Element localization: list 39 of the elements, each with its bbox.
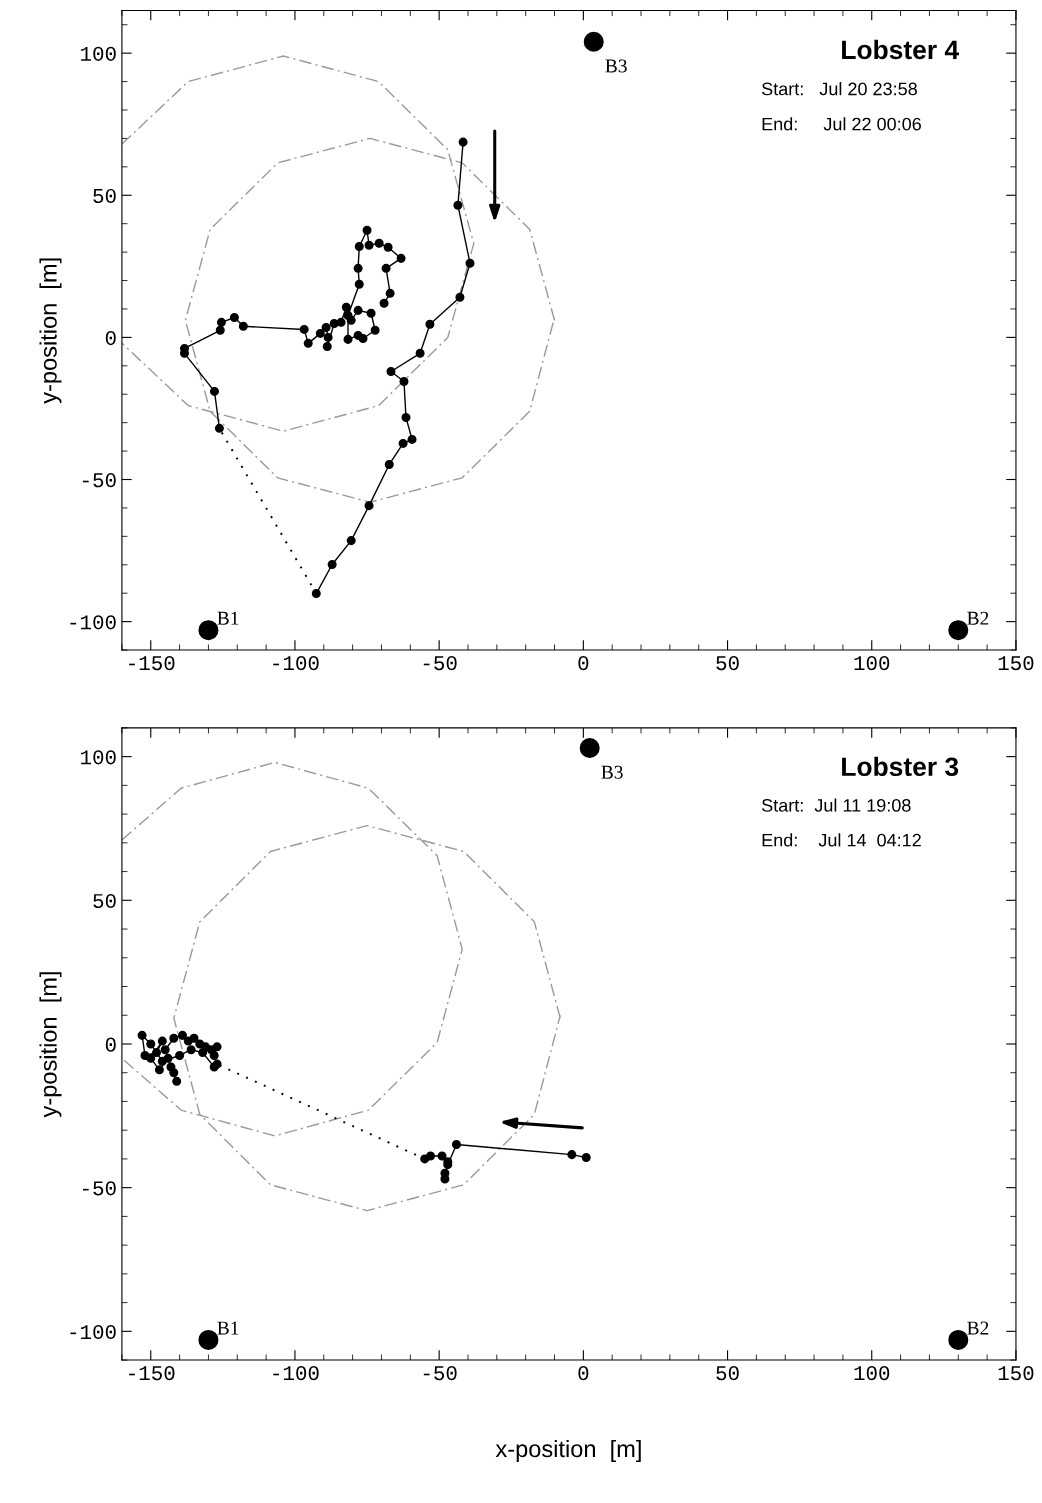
annotation: Start: Jul 11 19:08 (761, 798, 911, 812)
annotation: B1 (217, 1321, 239, 1335)
x-tick-label: -100 (273, 1366, 319, 1381)
annotation: End: Jul 22 00:06 (762, 117, 921, 131)
x-tick-label: 100 (854, 1366, 890, 1381)
x-tick-label: 50 (716, 1366, 739, 1381)
x-tick-label: 0 (578, 656, 589, 671)
y-tick-label: 100 (81, 46, 116, 61)
y-tick-label: -100 (70, 1324, 116, 1340)
x-tick-label: 150 (998, 656, 1034, 671)
y-tick-label: 100 (81, 750, 116, 765)
text: Lobster 4 (842, 39, 959, 60)
y-tick-label: 50 (93, 893, 116, 909)
x-tick-label: 100 (854, 656, 890, 671)
annotation: End: Jul 14 04:12 (762, 833, 921, 847)
x-tick-label: 50 (716, 656, 739, 671)
x-tick-label: -50 (423, 1366, 457, 1381)
annotation: Start: Jul 20 23:58 (761, 82, 917, 96)
x-tick-label: -100 (273, 656, 319, 671)
x-tick-label: -50 (423, 656, 457, 671)
x-tick-label: 0 (578, 1366, 589, 1381)
y-tick-label: 50 (93, 188, 116, 204)
x-axis-title: x-position [m] (495, 1439, 641, 1462)
annotation: B3 (601, 765, 623, 779)
annotation: B1 (217, 611, 239, 625)
x-tick-label: -150 (129, 1366, 175, 1381)
y-tick-label: -50 (82, 473, 116, 488)
annotation: B3 (605, 59, 627, 73)
y-tick-label: -50 (82, 1181, 116, 1196)
text: Lobster 3 (842, 756, 959, 777)
annotation: B2 (967, 611, 989, 625)
x-tick-label: 150 (998, 1366, 1034, 1381)
y-tick-label: 0 (105, 1037, 116, 1052)
y-axis-title: y-position [m] (39, 972, 62, 1118)
x-tick-label: -150 (129, 656, 175, 671)
y-tick-label: 0 (105, 331, 116, 346)
annotation: B2 (967, 1321, 989, 1335)
y-tick-label: -100 (70, 615, 116, 630)
y-axis-title: y-position [m] (39, 258, 62, 404)
